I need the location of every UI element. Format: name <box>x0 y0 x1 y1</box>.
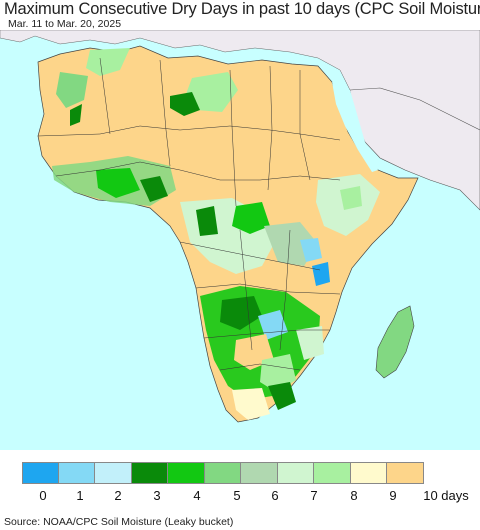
legend-swatch-2 <box>95 462 132 484</box>
green-patch-morocco <box>56 72 88 108</box>
west-africa-dark-green <box>140 176 168 202</box>
legend-label-10: 10 days <box>423 488 469 503</box>
green-patch-north-coast <box>86 48 130 76</box>
green-patch-libya <box>186 72 238 112</box>
legend-swatch-9 <box>350 462 387 484</box>
ethiopia-green <box>340 186 362 210</box>
mozambique-light <box>296 326 324 360</box>
legend-swatch-10 <box>387 462 424 484</box>
legend-label-3: 3 <box>153 488 161 503</box>
red-sea <box>332 82 378 172</box>
botswana-green <box>260 354 296 392</box>
legend-swatch-6 <box>241 462 278 484</box>
lesotho-dark-green <box>268 382 296 410</box>
south-africa-southwest <box>232 388 270 420</box>
legend-swatch-3 <box>131 462 168 484</box>
africa-map <box>0 30 480 450</box>
dark-green-patch-central <box>170 92 200 116</box>
legend-tick-labels: 0 1 2 3 4 5 6 7 8 9 10 days <box>0 488 480 506</box>
dark-green-patch-west <box>70 104 82 126</box>
map-panel <box>0 30 480 450</box>
central-africa-bright <box>232 202 270 234</box>
angola-dark-green <box>220 296 262 330</box>
legend-colorbar <box>22 462 424 484</box>
west-africa-bright-green <box>96 168 140 198</box>
tanzania-blue <box>312 262 330 286</box>
legend-swatch-1 <box>58 462 95 484</box>
gabon-dark-green <box>196 206 218 236</box>
country-borders <box>37 57 341 371</box>
legend-label-8: 8 <box>350 488 358 503</box>
legend-label-6: 6 <box>271 488 279 503</box>
legend-swatch-0 <box>22 462 59 484</box>
legend-label-2: 2 <box>114 488 122 503</box>
source-note: Source: NOAA/CPC Soil Moisture (Leaky bu… <box>4 516 234 528</box>
legend-label-5: 5 <box>233 488 241 503</box>
legend-label-4: 4 <box>193 488 201 503</box>
legend-label-9: 9 <box>389 488 397 503</box>
legend-label-0: 0 <box>39 488 47 503</box>
zambia-light-blue <box>258 310 288 340</box>
legend-swatch-5 <box>204 462 241 484</box>
madagascar <box>375 305 415 379</box>
map-title: Maximum Consecutive Dry Days in past 10 … <box>4 0 480 18</box>
legend-label-1: 1 <box>76 488 84 503</box>
date-range: Mar. 11 to Mar. 20, 2025 <box>8 18 122 30</box>
legend-swatch-4 <box>168 462 205 484</box>
lake-region-blue <box>300 238 322 262</box>
legend-label-7: 7 <box>310 488 318 503</box>
legend-swatch-8 <box>314 462 351 484</box>
legend-swatch-7 <box>277 462 314 484</box>
